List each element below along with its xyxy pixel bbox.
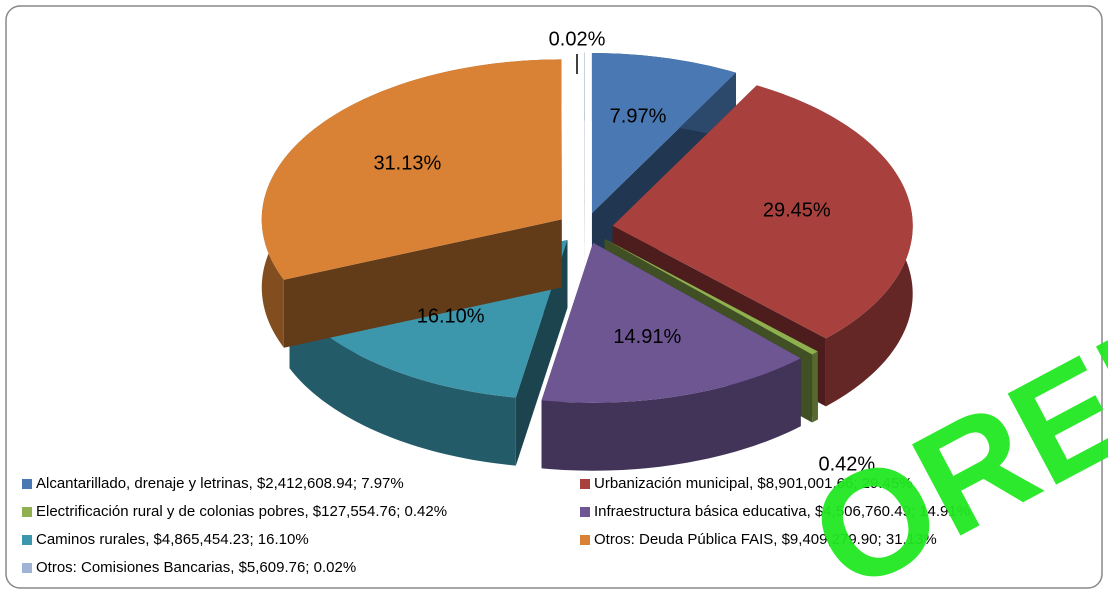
slice-top bbox=[261, 59, 562, 280]
pie-slice bbox=[541, 242, 801, 471]
legend-label: Infraestructura básica educativa, $4,506… bbox=[594, 503, 970, 520]
legend-swatch bbox=[580, 535, 590, 545]
legend-label: Otros: Deuda Pública FAIS, $9,409,279.90… bbox=[594, 531, 937, 548]
slice-side bbox=[289, 300, 516, 466]
legend-swatch bbox=[22, 507, 32, 517]
slice-side bbox=[541, 358, 801, 471]
data-label: 0.42% bbox=[819, 453, 876, 475]
pie-slice bbox=[261, 59, 562, 348]
legend-swatch bbox=[580, 479, 590, 489]
data-label: 16.10% bbox=[417, 305, 485, 327]
legend-label: Caminos rurales, $4,865,454.23; 16.10% bbox=[36, 531, 309, 548]
legend-label: Otros: Comisiones Bancarias, $5,609.76; … bbox=[36, 559, 356, 576]
slice-top bbox=[612, 85, 913, 339]
legend-label: Urbanización municipal, $8,901,001.66; 2… bbox=[594, 475, 913, 492]
slice-top bbox=[591, 53, 736, 214]
data-label: 0.02% bbox=[549, 28, 606, 50]
data-label: 7.97% bbox=[610, 105, 667, 127]
slice-wall bbox=[283, 219, 562, 348]
legend-swatch bbox=[22, 479, 32, 489]
slice-top bbox=[541, 242, 801, 403]
legend-label: Electrificación rural y de colonias pobr… bbox=[36, 503, 447, 520]
legend-swatch bbox=[580, 507, 590, 517]
slice-side bbox=[812, 351, 818, 423]
data-label: 29.45% bbox=[763, 200, 831, 222]
legend-swatch bbox=[22, 563, 32, 573]
data-label: 31.13% bbox=[373, 152, 441, 174]
data-label: 14.91% bbox=[613, 326, 681, 348]
legend-swatch bbox=[22, 535, 32, 545]
slice-top bbox=[604, 238, 818, 355]
legend-label: Alcantarillado, drenaje y letrinas, $2,4… bbox=[36, 475, 404, 492]
